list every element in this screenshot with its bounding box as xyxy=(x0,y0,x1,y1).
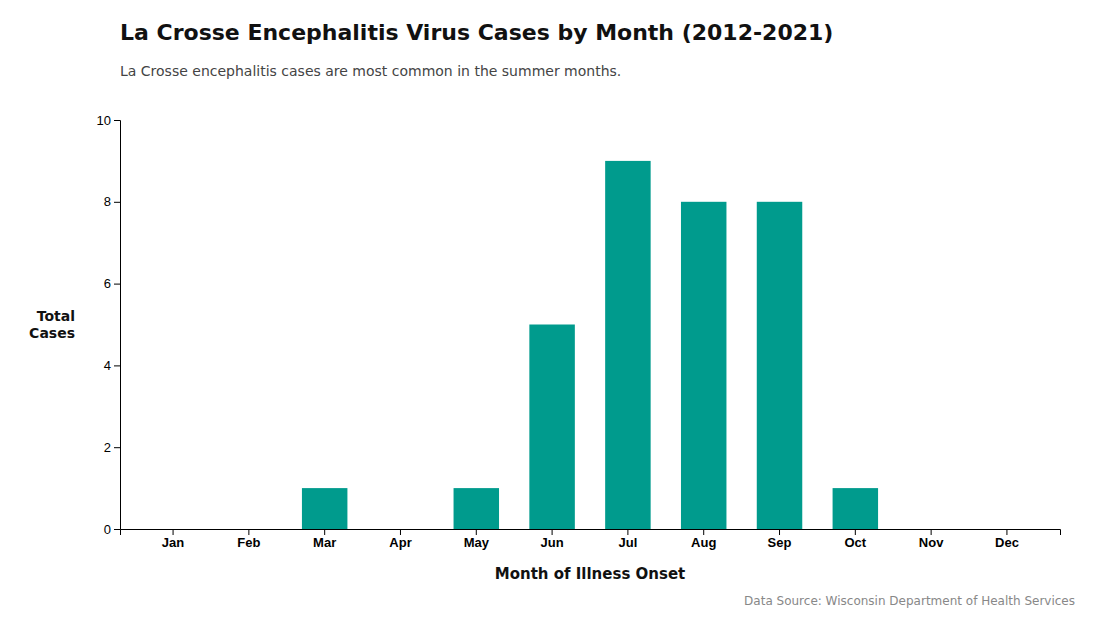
x-tick-label: Mar xyxy=(313,535,336,550)
bar xyxy=(302,488,347,529)
bar xyxy=(226,529,271,530)
y-tick-label: 8 xyxy=(104,194,111,209)
y-tick: 4 xyxy=(104,358,120,373)
bar xyxy=(681,202,726,529)
bar xyxy=(605,161,650,529)
x-axis-line xyxy=(121,530,1061,536)
y-tick-mark xyxy=(114,202,120,203)
x-tick: Oct xyxy=(844,529,866,550)
bar xyxy=(984,529,1029,530)
x-tick-label: Apr xyxy=(389,535,411,550)
x-tick-label: Sep xyxy=(768,535,792,550)
bar xyxy=(150,529,195,530)
x-tick: Mar xyxy=(313,529,336,550)
y-tick: 10 xyxy=(97,113,120,128)
y-tick-mark xyxy=(114,284,120,285)
x-tick-mark xyxy=(248,529,249,535)
x-tick-mark xyxy=(476,529,477,535)
x-tick-mark xyxy=(855,529,856,535)
x-tick-mark xyxy=(931,529,932,535)
x-tick: Feb xyxy=(237,529,260,550)
bar xyxy=(908,529,953,530)
plot-area: 0 2 4 6 8 10 Jan Feb Mar Apr May Jun Jul Aug Sep Oct Nov… xyxy=(97,113,1061,551)
y-axis-title: TotalCases xyxy=(29,308,75,341)
y-tick-label: 0 xyxy=(104,522,111,537)
x-tick-label: May xyxy=(464,535,490,550)
y-tick-label: 4 xyxy=(104,358,111,373)
x-tick-mark xyxy=(552,529,553,535)
bar xyxy=(529,325,574,530)
y-tick-mark xyxy=(114,529,120,530)
x-tick: Sep xyxy=(768,529,792,550)
y-tick-label: 10 xyxy=(97,113,111,128)
y-tick-label: 2 xyxy=(104,440,111,455)
y-axis: 0 2 4 6 8 10 xyxy=(97,113,121,537)
bars xyxy=(302,161,878,529)
x-tick-label: Jan xyxy=(162,535,184,550)
bar xyxy=(757,202,802,529)
y-tick: 6 xyxy=(104,276,120,291)
y-tick-label: 6 xyxy=(104,276,111,291)
x-tick: Jul xyxy=(619,529,638,550)
x-tick-mark xyxy=(627,529,628,535)
y-axis-title-line: Cases xyxy=(29,325,75,341)
y-tick: 2 xyxy=(104,440,120,455)
x-axis: Jan Feb Mar Apr May Jun Jul Aug Sep Oct Nov Dec xyxy=(121,529,1061,550)
subtitle: La Crosse encephalitis cases are most co… xyxy=(120,63,621,79)
bar xyxy=(378,529,423,530)
x-tick-mark xyxy=(779,529,780,535)
x-tick-label: Jul xyxy=(619,535,638,550)
x-tick-mark xyxy=(703,529,704,535)
x-tick: Aug xyxy=(691,529,716,550)
x-tick-label: Oct xyxy=(844,535,866,550)
x-tick-label: Dec xyxy=(995,535,1019,550)
x-tick-label: Nov xyxy=(919,535,944,550)
x-tick: Jun xyxy=(541,529,564,550)
y-tick: 8 xyxy=(104,194,120,209)
y-tick-mark xyxy=(114,120,120,121)
x-tick-mark xyxy=(324,529,325,535)
bar xyxy=(454,488,499,529)
bar xyxy=(833,488,878,529)
chart: La Crosse Encephalitis Virus Cases by Mo… xyxy=(0,0,1100,619)
y-axis-line xyxy=(114,121,121,530)
x-tick: Nov xyxy=(919,529,944,550)
x-tick: Apr xyxy=(389,529,411,550)
y-tick-mark xyxy=(114,365,120,366)
annotation: Data Source: Wisconsin Department of Hea… xyxy=(744,594,1075,608)
x-tick-mark xyxy=(173,529,174,535)
x-tick-mark xyxy=(400,529,401,535)
title: La Crosse Encephalitis Virus Cases by Mo… xyxy=(120,20,833,45)
x-tick-label: Jun xyxy=(541,535,564,550)
x-tick-mark xyxy=(1006,529,1007,535)
x-tick: Jan xyxy=(162,529,184,550)
x-tick: May xyxy=(464,529,490,550)
y-axis-title-line: Total xyxy=(37,308,75,324)
x-tick: Dec xyxy=(995,529,1019,550)
y-tick: 0 xyxy=(104,522,120,537)
x-tick-label: Aug xyxy=(691,535,716,550)
x-tick-label: Feb xyxy=(237,535,260,550)
x-axis-title: Month of Illness Onset xyxy=(495,565,686,583)
y-tick-mark xyxy=(114,447,120,448)
